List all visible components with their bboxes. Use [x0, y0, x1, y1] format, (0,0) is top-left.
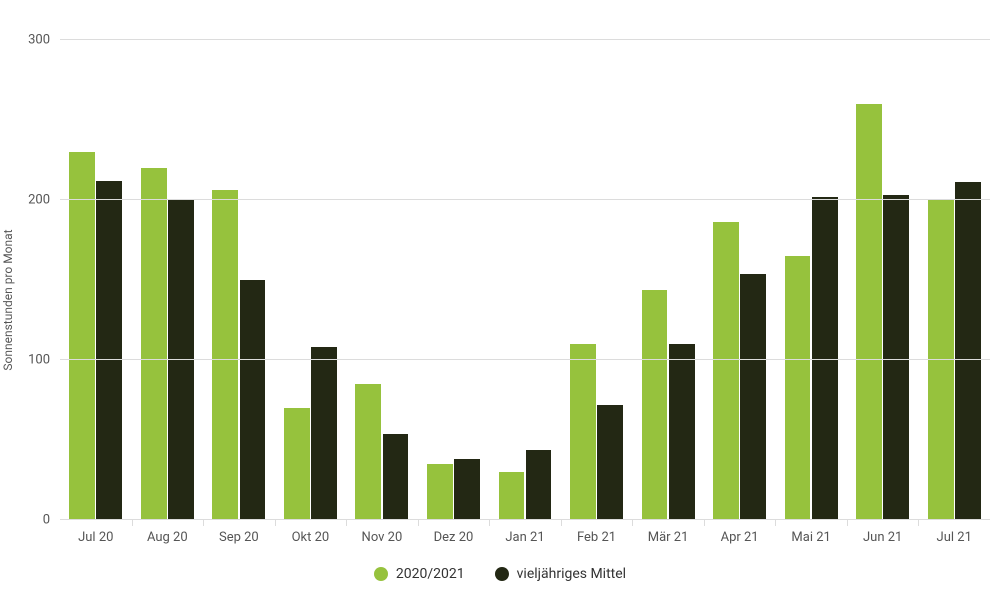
x-tick-label: Okt 20	[292, 530, 330, 545]
bar	[713, 222, 739, 520]
x-tick-label: Feb 21	[577, 530, 616, 545]
x-tick-label: Aug 20	[147, 530, 188, 545]
x-tick-label: Mai 21	[791, 530, 830, 545]
x-tick-sep	[346, 520, 347, 526]
bar	[454, 459, 480, 520]
x-tick-sep	[847, 520, 848, 526]
bar	[499, 472, 525, 520]
x-tick-label: Mär 21	[648, 530, 689, 545]
x-tick-sep	[203, 520, 204, 526]
bar	[141, 168, 167, 520]
x-tick-label: Dez 20	[434, 530, 474, 545]
bar	[69, 152, 95, 520]
x-tick-label: Jun 21	[863, 530, 902, 545]
x-tick-label: Jan 21	[505, 530, 544, 545]
legend-label: 2020/2021	[396, 566, 465, 582]
bar	[570, 344, 596, 520]
bar	[856, 104, 882, 520]
x-tick-sep	[275, 520, 276, 526]
x-tick-sep	[704, 520, 705, 526]
bar	[740, 274, 766, 520]
x-tick-sep	[561, 520, 562, 526]
legend: 2020/2021 vieljähriges Mittel	[0, 566, 1000, 582]
x-tick-label: Nov 20	[362, 530, 403, 545]
bar	[427, 464, 453, 520]
bar	[642, 290, 668, 520]
y-axis-label: Sonnenstunden pro Monat	[1, 229, 15, 370]
chart-container: Sonnenstunden pro Monat 0100200300Jul 20…	[0, 0, 1000, 600]
legend-item: vieljähriges Mittel	[495, 566, 626, 582]
bar	[785, 256, 811, 520]
bar	[883, 195, 909, 520]
bar	[212, 190, 238, 520]
grid-line	[60, 519, 990, 520]
x-tick-sep	[418, 520, 419, 526]
x-tick-sep	[489, 520, 490, 526]
y-tick-label: 300	[28, 33, 60, 48]
bar	[669, 344, 695, 520]
x-tick-label: Sep 20	[219, 530, 259, 545]
x-tick-sep	[132, 520, 133, 526]
plot-area: 0100200300Jul 20Aug 20Sep 20Okt 20Nov 20…	[60, 40, 990, 520]
y-tick-label: 0	[43, 513, 60, 528]
x-tick-sep	[632, 520, 633, 526]
bar	[597, 405, 623, 520]
grid-line	[60, 39, 990, 40]
legend-swatch	[374, 567, 388, 581]
bar	[96, 181, 122, 520]
x-tick-sep	[918, 520, 919, 526]
bar	[284, 408, 310, 520]
bar	[383, 434, 409, 520]
y-tick-label: 200	[28, 193, 60, 208]
bar	[240, 280, 266, 520]
x-tick-label: Apr 21	[721, 530, 759, 545]
legend-item: 2020/2021	[374, 566, 465, 582]
bar	[311, 347, 337, 520]
x-tick-sep	[775, 520, 776, 526]
x-tick-label: Jul 21	[937, 530, 972, 545]
bar	[355, 384, 381, 520]
legend-label: vieljähriges Mittel	[517, 566, 626, 582]
bar	[955, 182, 981, 520]
bar	[526, 450, 552, 520]
legend-swatch	[495, 567, 509, 581]
bars-layer	[60, 40, 990, 520]
x-tick-label: Jul 20	[78, 530, 113, 545]
grid-line	[60, 359, 990, 360]
y-tick-label: 100	[28, 353, 60, 368]
grid-line	[60, 199, 990, 200]
